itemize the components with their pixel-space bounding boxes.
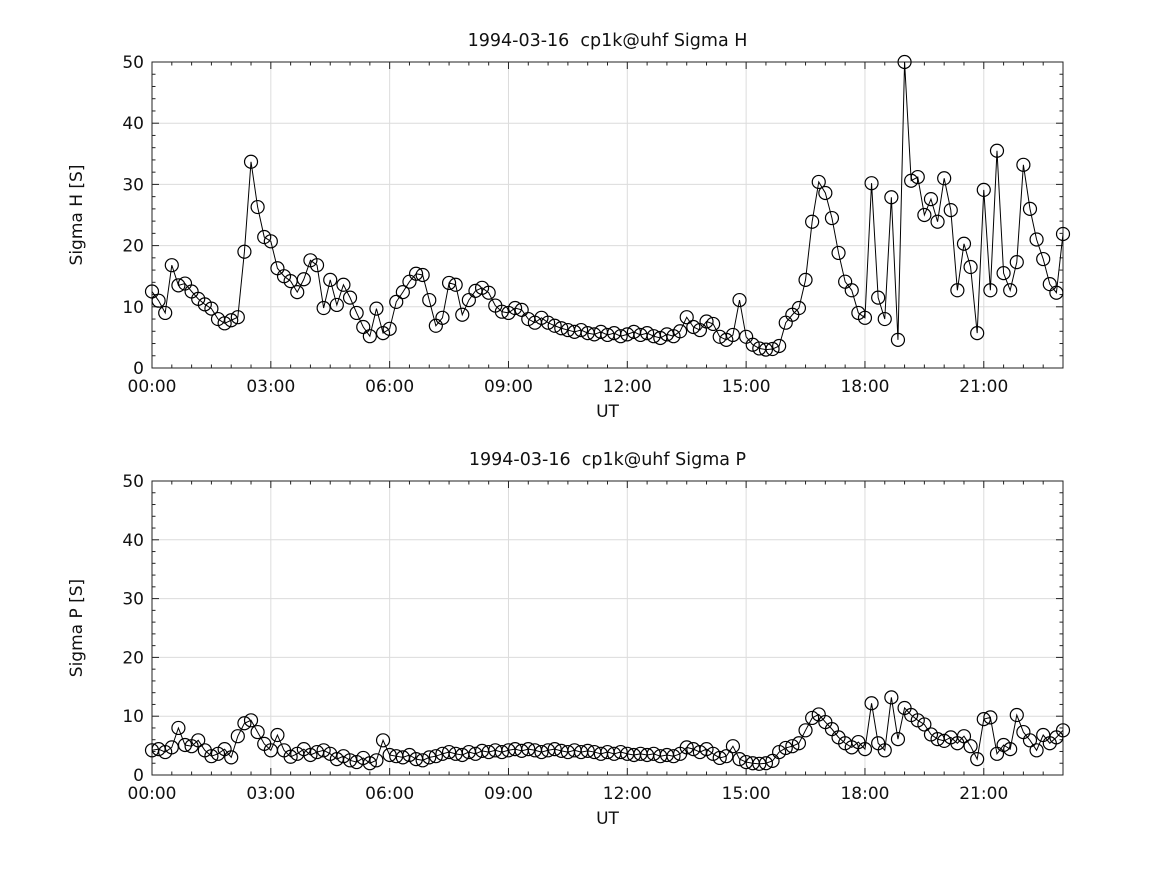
y-tick-label: 30 [122, 590, 144, 610]
x-tick-label: 09:00 [484, 784, 533, 804]
y-tick-label: 0 [133, 359, 144, 379]
sigma-h-panel: 00:00 03:00 06:00 09:00 12:00 15:00 18:00 21:00… [122, 53, 1071, 397]
x-tick-label: 18:00 [840, 377, 889, 397]
x-tick-label: 21:00 [959, 784, 1008, 804]
data-series [144, 690, 1071, 771]
x-tick-label: 00:00 [128, 377, 177, 397]
sigma-h-y-axis-label: Sigma H [S] [67, 164, 87, 266]
y-tick-label: 50 [122, 53, 144, 73]
sigma-p-y-axis-label: Sigma P [S] [67, 578, 87, 678]
tick-marks [151, 61, 1064, 369]
x-tick-label: 06:00 [365, 784, 414, 804]
x-tick-label: 09:00 [484, 377, 533, 397]
y-tick-label: 20 [122, 648, 144, 668]
y-tick-label: 0 [133, 766, 144, 786]
series-markers [144, 690, 1071, 771]
x-tick-label: 15:00 [722, 784, 771, 804]
x-tick-label: 15:00 [722, 377, 771, 397]
x-tick-label: 18:00 [840, 784, 889, 804]
x-tick-label: 06:00 [365, 377, 414, 397]
series-markers [144, 54, 1071, 357]
x-tick-label: 12:00 [603, 377, 652, 397]
axes-box [151, 61, 1064, 369]
data-series [144, 54, 1071, 357]
grid-lines [152, 62, 1063, 368]
sigma-h-x-axis-label: UT [596, 402, 619, 422]
y-tick-label: 10 [122, 298, 144, 318]
tick-labels: 00:00 03:00 06:00 09:00 12:00 15:00 18:00 21:00… [122, 472, 1008, 804]
y-tick-label: 50 [122, 472, 144, 492]
sigma-h-title: 1994-03-16 cp1k@uhf Sigma H [467, 31, 748, 51]
x-tick-label: 03:00 [246, 377, 295, 397]
x-tick-label: 12:00 [603, 784, 652, 804]
y-tick-label: 10 [122, 707, 144, 727]
sigma-p-panel: 00:00 03:00 06:00 09:00 12:00 15:00 18:00 21:00… [122, 472, 1071, 804]
grid-lines [152, 481, 1063, 775]
sigma-p-title: 1994-03-16 cp1k@uhf Sigma P [468, 450, 747, 470]
tick-marks [151, 480, 1064, 776]
x-tick-label: 21:00 [959, 377, 1008, 397]
sigma-p-x-axis-label: UT [596, 809, 619, 829]
x-tick-label: 03:00 [246, 784, 295, 804]
x-tick-label: 00:00 [128, 784, 177, 804]
tick-labels: 00:00 03:00 06:00 09:00 12:00 15:00 18:00 21:00… [122, 53, 1008, 397]
y-tick-label: 30 [122, 175, 144, 195]
y-tick-label: 40 [122, 114, 144, 134]
y-tick-label: 40 [122, 531, 144, 551]
y-tick-label: 20 [122, 237, 144, 257]
